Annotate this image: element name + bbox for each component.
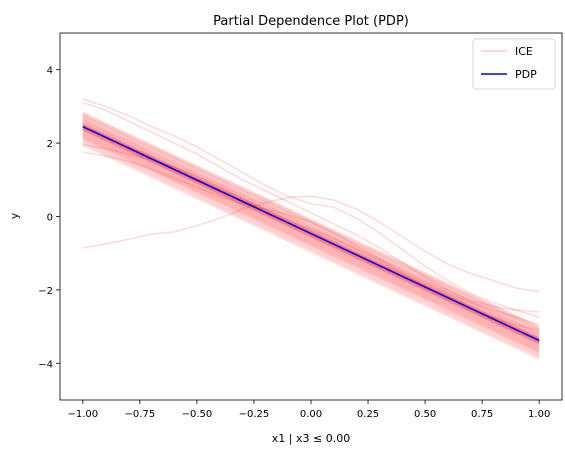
x-tick-label: −0.50 — [182, 409, 213, 420]
legend-pdp-label: PDP — [515, 68, 537, 81]
pdp-series — [82, 125, 540, 342]
ice-line — [82, 131, 540, 347]
ice-line — [82, 134, 540, 350]
ice-line — [82, 101, 540, 313]
x-tick-label: −0.75 — [125, 409, 156, 420]
x-tick-label: 0.75 — [471, 409, 493, 420]
legend-ice-label: ICE — [515, 45, 533, 58]
ice-line — [82, 114, 540, 330]
legend-box — [472, 38, 556, 90]
y-axis-label: y — [8, 212, 21, 219]
ice-line — [82, 120, 540, 336]
x-axis-label: x1 | x3 ≤ 0.00 — [272, 432, 350, 445]
ice-line — [82, 136, 540, 353]
y-tick-label: −4 — [38, 359, 53, 370]
pdp-line — [82, 125, 540, 342]
ice-line — [82, 114, 540, 331]
ice-line — [82, 121, 540, 337]
ice-line — [82, 123, 540, 339]
ice-line — [82, 130, 540, 346]
ice-line — [82, 124, 540, 340]
ice-line — [82, 111, 540, 328]
ice-line — [82, 128, 540, 344]
x-axis-ticks: −1.00 −0.75 −0.50 −0.25 0.00 0.25 0.50 0.75 1.00 — [67, 400, 550, 420]
ice-line — [82, 134, 540, 351]
ice-line — [82, 124, 540, 341]
ice-line — [82, 128, 540, 345]
ice-line — [82, 138, 540, 355]
ice-line — [82, 118, 540, 334]
ice-line — [82, 144, 540, 360]
ice-line — [82, 120, 540, 337]
chart-title: Partial Dependence Plot (PDP) — [213, 14, 409, 29]
x-tick-label: 1.00 — [528, 409, 550, 420]
x-tick-label: 0.00 — [300, 409, 322, 420]
x-tick-label: −1.00 — [67, 409, 98, 420]
ice-line — [82, 123, 540, 339]
ice-line — [82, 132, 540, 348]
y-tick-label: −2 — [38, 286, 53, 297]
ice-line — [82, 129, 540, 345]
ice-line — [82, 124, 540, 340]
y-axis-ticks: −4 −2 0 2 4 — [38, 66, 60, 370]
ice-line — [82, 127, 540, 344]
ice-line — [82, 139, 540, 356]
ice-line — [82, 151, 540, 326]
ice-line — [82, 135, 540, 351]
ice-line — [82, 127, 540, 343]
y-tick-label: 0 — [47, 213, 53, 224]
ice-line — [82, 137, 540, 353]
x-tick-label: −0.25 — [239, 409, 270, 420]
ice-line — [82, 131, 540, 348]
ice-line — [82, 141, 540, 357]
ice-line — [82, 117, 540, 334]
ice-line — [82, 122, 540, 338]
ice-curves — [82, 98, 540, 360]
ice-line — [82, 136, 540, 352]
ice-line — [82, 127, 540, 343]
ice-line — [82, 113, 540, 329]
ice-line — [82, 115, 540, 331]
ice-line — [82, 195, 540, 293]
plot-area — [60, 33, 562, 400]
ice-line — [82, 119, 540, 335]
ice-line — [82, 116, 540, 333]
y-tick-label: 2 — [47, 139, 53, 150]
ice-line — [82, 122, 540, 339]
legend: ICE PDP — [472, 38, 556, 90]
ice-line — [82, 133, 540, 349]
ice-line — [82, 129, 540, 345]
ice-line — [82, 98, 540, 319]
ice-line — [82, 128, 540, 344]
x-tick-label: 0.50 — [414, 409, 436, 420]
y-tick-label: 4 — [47, 66, 53, 77]
x-tick-label: 0.25 — [357, 409, 379, 420]
ice-line — [82, 142, 540, 358]
